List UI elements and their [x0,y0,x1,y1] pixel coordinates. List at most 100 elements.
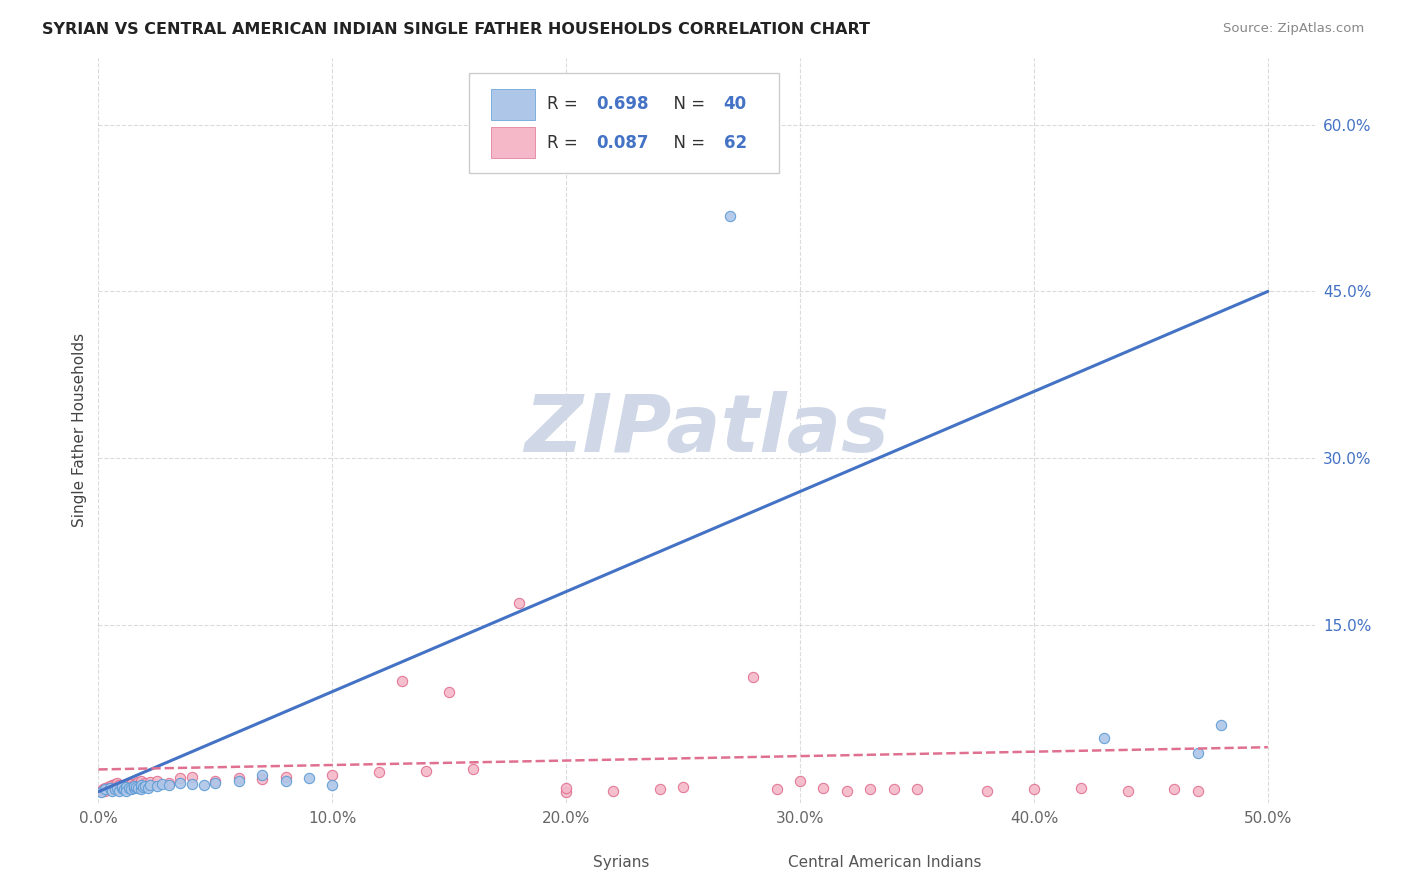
Y-axis label: Single Father Households: Single Father Households [72,334,87,527]
Point [94,783,117,797]
Point [250,772,273,787]
Point [129,773,152,788]
Point [108,783,131,797]
Point [122,779,145,793]
Text: N =: N = [662,95,710,113]
Point [789,773,811,788]
Text: Source: ZipAtlas.com: Source: ZipAtlas.com [1223,22,1364,36]
Point [672,780,695,795]
Point [118,781,141,796]
Point [122,778,145,792]
Point [298,772,321,786]
Text: 0.698: 0.698 [596,95,648,113]
Point [108,782,131,797]
Point [1187,783,1209,797]
Point [250,768,273,782]
Point [204,773,226,788]
Point [1022,782,1045,797]
Point [193,778,215,792]
Point [112,782,135,797]
Point [204,776,226,790]
Text: SYRIAN VS CENTRAL AMERICAN INDIAN SINGLE FATHER HOUSEHOLDS CORRELATION CHART: SYRIAN VS CENTRAL AMERICAN INDIAN SINGLE… [42,22,870,37]
Text: Central American Indians: Central American Indians [787,855,981,870]
Point [813,781,835,796]
Point [111,779,134,793]
FancyBboxPatch shape [747,850,782,875]
Point [742,670,765,684]
Point [157,778,180,792]
Point [146,773,169,788]
Point [127,774,149,789]
Point [94,781,117,796]
Point [169,776,191,790]
Point [228,772,250,786]
Point [169,772,191,786]
Point [139,774,162,789]
Point [105,781,128,796]
Point [321,768,343,782]
Point [1116,783,1139,797]
Point [321,778,343,792]
Point [90,785,112,799]
Point [134,779,156,793]
Point [132,780,155,795]
Point [139,778,162,792]
Point [122,781,145,796]
Point [94,782,117,797]
Point [602,783,624,797]
Point [111,781,134,796]
Point [101,778,124,792]
FancyBboxPatch shape [491,128,536,159]
Point [91,782,114,797]
Point [368,764,391,779]
Point [1187,746,1209,760]
Point [127,781,149,796]
Point [274,770,297,784]
Point [120,782,142,797]
Point [835,783,858,797]
Text: R =: R = [547,134,583,152]
Point [883,782,905,797]
Point [97,782,120,797]
Point [118,779,141,793]
Point [104,780,127,795]
Point [508,596,530,610]
Text: Syrians: Syrians [593,855,650,870]
Point [718,209,741,223]
Point [1163,782,1185,797]
Point [765,782,787,797]
Point [859,782,882,797]
Point [97,780,120,795]
Point [181,777,204,791]
Point [105,781,128,796]
Point [150,777,173,791]
Point [98,781,121,796]
Point [555,781,578,796]
Point [461,763,484,777]
Text: R =: R = [547,95,583,113]
Point [90,783,112,797]
Point [136,781,159,796]
Point [439,684,461,698]
Point [1209,718,1232,732]
Point [111,781,134,796]
Point [111,779,134,793]
Point [1092,731,1115,746]
Point [129,778,152,792]
FancyBboxPatch shape [491,88,536,120]
Text: 0.087: 0.087 [596,134,648,152]
Point [134,776,156,790]
Point [104,777,127,791]
FancyBboxPatch shape [553,850,588,875]
Point [228,773,250,788]
Point [391,673,413,688]
Text: 62: 62 [724,134,747,152]
Point [104,782,127,797]
Point [1070,781,1092,796]
Point [98,779,121,793]
Point [101,782,124,797]
Text: 40: 40 [724,95,747,113]
Text: ZIPatlas: ZIPatlas [524,392,889,469]
Point [274,773,297,788]
Point [157,776,180,790]
